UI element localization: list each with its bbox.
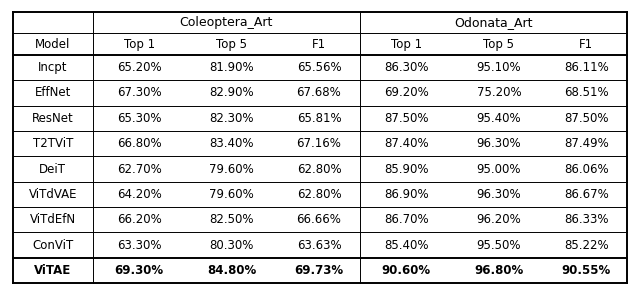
Text: 65.20%: 65.20% xyxy=(116,61,161,74)
Text: 96.30%: 96.30% xyxy=(477,137,521,150)
Text: 83.40%: 83.40% xyxy=(209,137,254,150)
Text: 86.06%: 86.06% xyxy=(564,163,609,175)
Text: ConViT: ConViT xyxy=(32,239,74,252)
Text: 87.40%: 87.40% xyxy=(384,137,429,150)
Text: 85.40%: 85.40% xyxy=(384,239,429,252)
Text: Incpt: Incpt xyxy=(38,61,68,74)
Text: 95.10%: 95.10% xyxy=(477,61,521,74)
Text: Top 1: Top 1 xyxy=(390,38,422,51)
Text: ViTdVAE: ViTdVAE xyxy=(29,188,77,201)
Text: 90.60%: 90.60% xyxy=(381,264,431,277)
Text: 87.50%: 87.50% xyxy=(384,112,429,125)
Text: F1: F1 xyxy=(579,38,593,51)
Text: Coleoptera_Art: Coleoptera_Art xyxy=(180,16,273,29)
Text: Top 1: Top 1 xyxy=(124,38,155,51)
Text: 82.90%: 82.90% xyxy=(209,86,254,99)
Text: 96.80%: 96.80% xyxy=(474,264,524,277)
Text: 85.90%: 85.90% xyxy=(384,163,429,175)
Text: 96.30%: 96.30% xyxy=(477,188,521,201)
Text: ResNet: ResNet xyxy=(32,112,74,125)
Text: 68.51%: 68.51% xyxy=(564,86,609,99)
Text: ViTAE: ViTAE xyxy=(34,264,72,277)
Text: 66.20%: 66.20% xyxy=(116,213,161,226)
Text: 79.60%: 79.60% xyxy=(209,188,254,201)
Text: Odonata_Art: Odonata_Art xyxy=(454,16,533,29)
Text: 65.81%: 65.81% xyxy=(297,112,341,125)
Text: 66.80%: 66.80% xyxy=(116,137,161,150)
Text: 63.30%: 63.30% xyxy=(117,239,161,252)
Text: 80.30%: 80.30% xyxy=(209,239,254,252)
Text: 86.90%: 86.90% xyxy=(384,188,429,201)
Text: 63.63%: 63.63% xyxy=(297,239,341,252)
Text: 87.50%: 87.50% xyxy=(564,112,609,125)
Text: 69.20%: 69.20% xyxy=(384,86,429,99)
Text: 75.20%: 75.20% xyxy=(477,86,521,99)
Text: 69.73%: 69.73% xyxy=(294,264,344,277)
Text: 69.30%: 69.30% xyxy=(115,264,164,277)
Text: 82.30%: 82.30% xyxy=(209,112,254,125)
Text: 64.20%: 64.20% xyxy=(116,188,161,201)
Text: ViTdEfN: ViTdEfN xyxy=(29,213,76,226)
Text: 86.30%: 86.30% xyxy=(384,61,429,74)
Text: 87.49%: 87.49% xyxy=(564,137,609,150)
Text: 65.30%: 65.30% xyxy=(117,112,161,125)
Text: Top 5: Top 5 xyxy=(216,38,247,51)
Text: EffNet: EffNet xyxy=(35,86,71,99)
Text: 62.70%: 62.70% xyxy=(116,163,161,175)
Text: 81.90%: 81.90% xyxy=(209,61,254,74)
Text: 84.80%: 84.80% xyxy=(207,264,256,277)
Text: T2TViT: T2TViT xyxy=(33,137,73,150)
Text: 62.80%: 62.80% xyxy=(297,188,341,201)
Text: 90.55%: 90.55% xyxy=(561,264,611,277)
Text: 67.68%: 67.68% xyxy=(296,86,341,99)
Text: 79.60%: 79.60% xyxy=(209,163,254,175)
Text: 82.50%: 82.50% xyxy=(209,213,254,226)
Text: 95.40%: 95.40% xyxy=(477,112,521,125)
Text: Model: Model xyxy=(35,38,70,51)
Text: Top 5: Top 5 xyxy=(483,38,515,51)
Text: 67.16%: 67.16% xyxy=(296,137,341,150)
Text: 66.66%: 66.66% xyxy=(296,213,341,226)
Text: 86.70%: 86.70% xyxy=(384,213,429,226)
Text: 85.22%: 85.22% xyxy=(564,239,609,252)
Text: 86.33%: 86.33% xyxy=(564,213,609,226)
Text: 67.30%: 67.30% xyxy=(116,86,161,99)
Text: DeiT: DeiT xyxy=(39,163,67,175)
Text: 65.56%: 65.56% xyxy=(297,61,341,74)
Text: 86.67%: 86.67% xyxy=(564,188,609,201)
Text: 95.50%: 95.50% xyxy=(477,239,521,252)
Text: 86.11%: 86.11% xyxy=(564,61,609,74)
Text: 96.20%: 96.20% xyxy=(476,213,521,226)
Text: 95.00%: 95.00% xyxy=(477,163,521,175)
Text: F1: F1 xyxy=(312,38,326,51)
Text: 62.80%: 62.80% xyxy=(297,163,341,175)
